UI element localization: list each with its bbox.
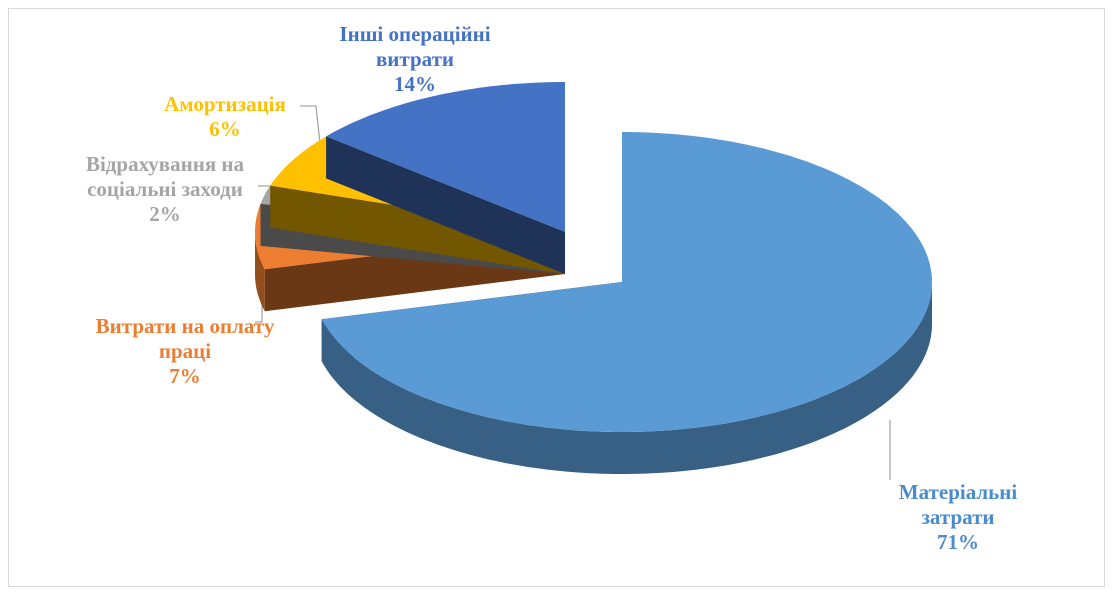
label-percent: 6% [209, 117, 241, 141]
label-category: Витрати на оплату праці [95, 314, 275, 363]
label-percent: 14% [394, 72, 436, 96]
slice-wall [270, 185, 565, 274]
data-label: Витрати на оплату праці 7% [90, 314, 280, 389]
label-category: Матеріальні затрати [898, 480, 1018, 529]
chart-frame [8, 8, 1105, 587]
label-percent: 2% [149, 202, 181, 226]
label-percent: 71% [937, 530, 979, 554]
label-category: Інші операційні витрати [339, 22, 491, 71]
slice-top [321, 132, 932, 432]
label-category: Відрахування на соціальні заходи [85, 152, 245, 201]
data-label: Відрахування на соціальні заходи 2% [55, 152, 275, 227]
slice-side [255, 232, 265, 312]
slice-side [321, 282, 932, 474]
data-label: Матеріальні затрати 71% [868, 480, 1048, 555]
slice-wall [326, 136, 565, 274]
label-percent: 7% [169, 364, 201, 388]
data-label: Інші операційні витрати 14% [300, 22, 530, 97]
slice-top [326, 82, 565, 232]
pie-slice [326, 82, 565, 274]
label-category: Амортизація [164, 92, 286, 116]
data-label: Амортизація 6% [130, 92, 320, 142]
pie-slice [321, 132, 932, 474]
